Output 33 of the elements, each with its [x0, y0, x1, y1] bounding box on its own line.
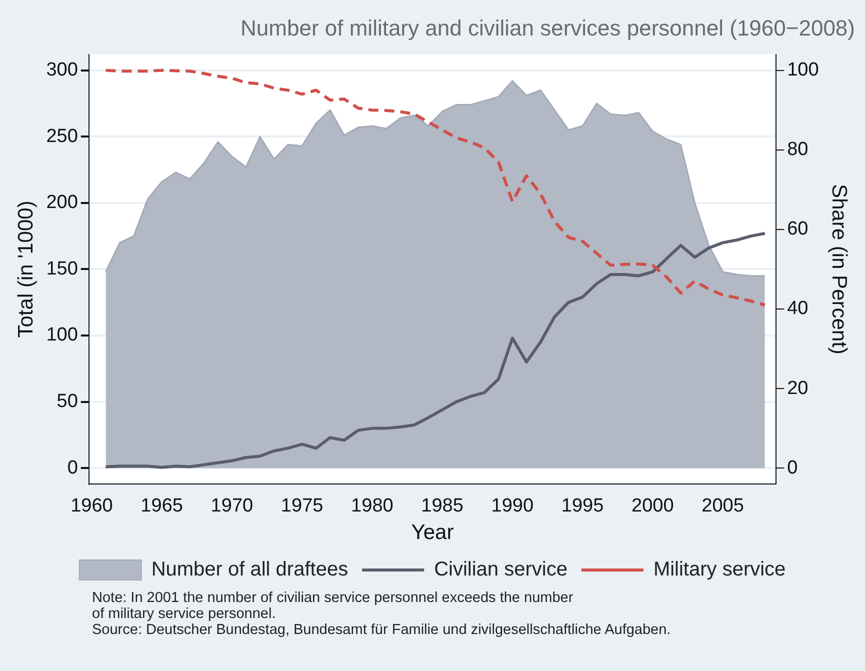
y2-axis-title: Share (in Percent) — [828, 184, 851, 354]
x-tick-label: 1970 — [210, 496, 254, 517]
y-tick-label: 250 — [46, 126, 78, 147]
y2-tick-label: 40 — [787, 298, 808, 320]
y-tick-label: 50 — [56, 391, 78, 412]
text: Note: In 2001 the number of civilian service personnel exceeds the number of military service personnel. — [92, 590, 574, 622]
legend-label: Military service — [653, 558, 786, 581]
y-tick-label: 100 — [46, 324, 78, 346]
x-tick-label: 1995 — [561, 496, 604, 517]
y2-tick-label: 20 — [787, 378, 808, 399]
y-axis-title: Total (in '1000) — [14, 200, 38, 338]
x-tick-label: 1965 — [140, 496, 183, 517]
y-tick-label: 200 — [46, 192, 78, 214]
y-tick-label: 0 — [67, 457, 78, 478]
y-tick-label: 300 — [46, 60, 78, 81]
legend-label: Civilian service — [434, 558, 568, 581]
x-tick-label: 1990 — [491, 496, 534, 517]
y2-tick-label: 0 — [787, 457, 798, 478]
legend-label: Number of all draftees — [151, 558, 348, 581]
y2-tick-label: 100 — [787, 60, 819, 81]
source-note: Source: Deutscher Bundestag, Bundesamt für Familie und zivilgesellschaftliche Aufgaben. — [92, 622, 671, 638]
x-tick-label: 1960 — [70, 496, 113, 517]
x-tick-label: 2000 — [632, 496, 674, 517]
x-tick-label: 1975 — [280, 496, 324, 517]
x-tick-label: 2005 — [702, 496, 744, 517]
x-axis-title: Year — [411, 521, 454, 544]
chart-title: Number of military and civilian services personnel (1960−2008) — [240, 15, 855, 40]
x-tick-label: 1985 — [421, 496, 464, 517]
y2-tick-label: 80 — [787, 139, 808, 160]
y-tick-label: 150 — [46, 258, 78, 280]
x-tick-label: 1980 — [351, 496, 394, 517]
line-series — [104, 68, 766, 306]
y2-tick-label: 60 — [787, 218, 808, 240]
